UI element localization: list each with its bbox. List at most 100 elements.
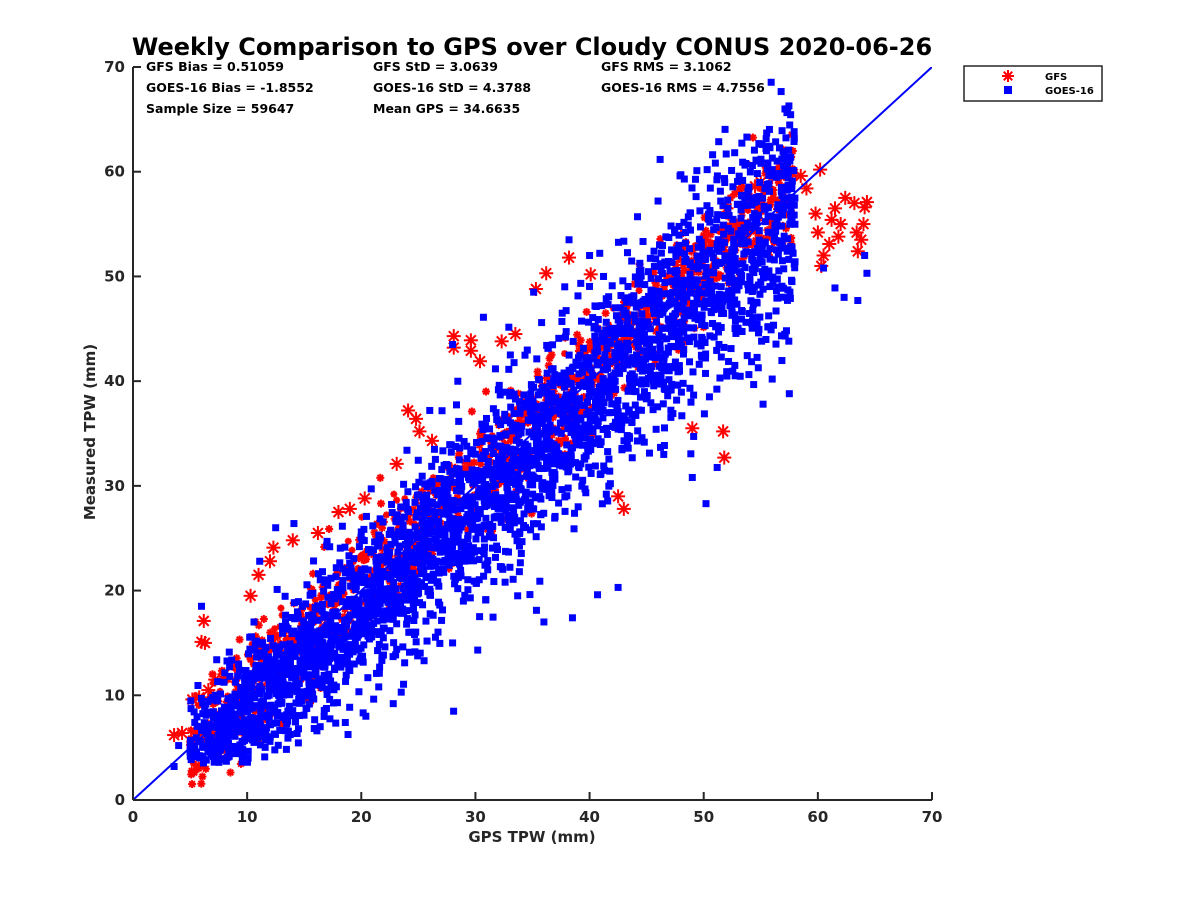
goes16-point	[624, 282, 632, 290]
goes16-point	[389, 615, 397, 623]
goes16-point	[623, 325, 631, 333]
goes16-point	[667, 406, 675, 414]
gfs-point	[849, 225, 864, 240]
goes16-point	[339, 565, 347, 573]
goes16-point	[708, 289, 716, 297]
goes16-point	[743, 133, 751, 141]
goes16-point	[557, 453, 565, 461]
goes16-point	[572, 473, 580, 481]
goes16-point	[334, 658, 342, 666]
goes16-point	[395, 528, 403, 536]
goes16-point	[338, 582, 346, 590]
goes16-point	[296, 658, 304, 666]
goes16-point	[475, 493, 483, 501]
goes16-point	[746, 276, 754, 284]
goes16-point	[741, 264, 749, 272]
goes16-point	[614, 408, 622, 416]
goes16-point	[725, 357, 733, 365]
goes16-point	[631, 273, 639, 281]
goes16-point	[355, 596, 363, 604]
goes16-point	[311, 716, 319, 724]
goes16-point	[388, 500, 396, 508]
goes16-point	[634, 427, 642, 435]
goes16-point	[521, 496, 529, 504]
gfs-point	[585, 337, 594, 346]
goes16-point	[791, 258, 799, 266]
goes16-point	[725, 211, 733, 219]
goes16-point	[614, 425, 622, 433]
goes16-point	[530, 288, 538, 296]
goes16-point	[758, 258, 766, 266]
goes16-point	[779, 147, 787, 155]
goes16-point	[628, 257, 636, 265]
goes16-point	[262, 660, 270, 668]
goes16-point	[678, 318, 686, 326]
goes16-point	[644, 374, 652, 382]
goes16-point	[419, 517, 427, 525]
goes16-point	[325, 651, 333, 659]
goes16-point	[373, 568, 381, 576]
goes16-point	[649, 287, 657, 295]
goes16-point	[289, 682, 297, 690]
y-tick-label: 0	[115, 791, 125, 809]
goes16-point	[755, 211, 763, 219]
gfs-point	[285, 533, 300, 548]
goes16-point	[768, 375, 776, 383]
goes16-point	[415, 478, 423, 486]
goes16-point	[773, 157, 781, 165]
goes16-point	[729, 215, 737, 223]
goes16-point	[353, 621, 361, 629]
goes16-point	[701, 281, 709, 289]
goes16-point	[246, 645, 254, 653]
goes16-point	[209, 708, 217, 716]
gfs-point	[310, 525, 325, 540]
goes16-point	[640, 388, 648, 396]
goes16-point	[323, 537, 331, 545]
chart-title: Weekly Comparison to GPS over Cloudy CON…	[132, 33, 932, 61]
legend-label: GFS	[1045, 72, 1067, 83]
goes16-point	[713, 346, 721, 354]
goes16-point	[664, 344, 672, 352]
goes16-point	[371, 598, 379, 606]
goes16-point	[539, 404, 547, 412]
goes16-point	[661, 258, 669, 266]
goes16-point	[596, 249, 604, 257]
goes16-point	[251, 646, 259, 654]
goes16-point	[545, 492, 553, 500]
goes16-point	[765, 267, 773, 275]
goes16-point	[444, 494, 452, 502]
goes16-point	[700, 410, 708, 418]
goes16-point	[765, 187, 773, 195]
gfs-point	[359, 551, 367, 559]
goes16-point	[539, 383, 547, 391]
goes16-point	[706, 332, 714, 340]
goes16-point	[345, 552, 353, 560]
goes16-point	[569, 337, 577, 345]
goes16-point	[546, 480, 554, 488]
goes16-point	[605, 409, 613, 417]
goes16-point	[671, 280, 679, 288]
goes16-point	[654, 403, 662, 411]
goes16-point	[419, 536, 427, 544]
goes16-point	[327, 683, 335, 691]
goes16-point	[480, 572, 488, 580]
goes16-point	[614, 396, 622, 404]
goes16-point	[294, 614, 302, 622]
goes16-point	[641, 281, 649, 289]
goes16-point	[600, 272, 608, 280]
goes16-point	[668, 258, 676, 266]
goes16-point	[725, 287, 733, 295]
goes16-point	[612, 385, 620, 393]
goes16-point	[226, 663, 234, 671]
goes16-point	[742, 159, 750, 167]
goes16-point	[482, 514, 490, 522]
goes16-point	[722, 150, 730, 158]
goes16-point	[489, 450, 497, 458]
goes16-point	[660, 450, 668, 458]
goes16-point	[510, 359, 518, 367]
goes16-point	[223, 753, 231, 761]
goes16-point	[484, 566, 492, 574]
goes16-point	[714, 322, 722, 330]
goes16-point	[450, 572, 458, 580]
goes16-point	[437, 499, 445, 507]
